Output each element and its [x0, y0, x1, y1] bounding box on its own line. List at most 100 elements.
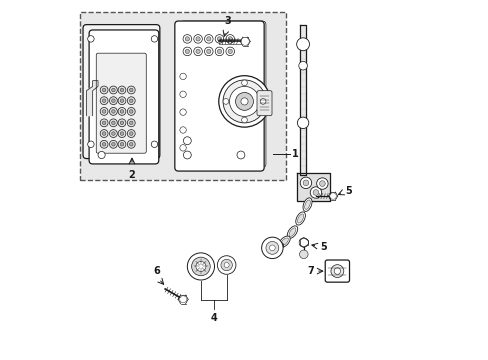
- Text: 6: 6: [153, 266, 159, 276]
- Circle shape: [196, 261, 205, 271]
- Circle shape: [120, 88, 123, 92]
- Circle shape: [151, 36, 157, 42]
- Circle shape: [111, 99, 115, 103]
- Circle shape: [127, 130, 135, 138]
- Circle shape: [109, 86, 117, 94]
- Ellipse shape: [278, 236, 289, 248]
- FancyBboxPatch shape: [257, 91, 271, 116]
- Circle shape: [127, 108, 135, 115]
- Circle shape: [206, 37, 210, 41]
- Circle shape: [120, 132, 123, 135]
- Circle shape: [102, 110, 106, 113]
- Ellipse shape: [280, 238, 288, 246]
- Circle shape: [180, 109, 186, 115]
- Text: 1: 1: [291, 149, 298, 159]
- Ellipse shape: [270, 243, 283, 253]
- Circle shape: [127, 97, 135, 105]
- Circle shape: [111, 121, 115, 125]
- Circle shape: [206, 49, 210, 54]
- Text: 5: 5: [319, 242, 326, 252]
- Circle shape: [120, 121, 123, 125]
- Circle shape: [229, 86, 259, 116]
- Circle shape: [129, 99, 133, 103]
- Circle shape: [196, 49, 200, 54]
- Circle shape: [151, 141, 157, 148]
- Circle shape: [299, 250, 307, 258]
- Ellipse shape: [272, 244, 281, 251]
- Circle shape: [111, 110, 115, 113]
- Circle shape: [225, 35, 234, 43]
- Circle shape: [127, 119, 135, 127]
- Circle shape: [180, 73, 186, 80]
- Circle shape: [102, 121, 106, 125]
- Circle shape: [127, 86, 135, 94]
- Circle shape: [215, 47, 224, 56]
- FancyBboxPatch shape: [325, 260, 349, 282]
- Circle shape: [183, 47, 191, 56]
- Circle shape: [102, 88, 106, 92]
- Ellipse shape: [304, 200, 310, 210]
- Circle shape: [296, 38, 309, 51]
- Ellipse shape: [297, 214, 303, 223]
- Circle shape: [269, 245, 275, 251]
- Text: 4: 4: [210, 313, 217, 323]
- Circle shape: [111, 88, 115, 92]
- Circle shape: [217, 49, 221, 54]
- Ellipse shape: [286, 226, 297, 238]
- Text: 5: 5: [345, 186, 351, 196]
- Circle shape: [120, 99, 123, 103]
- Circle shape: [298, 62, 307, 70]
- Circle shape: [241, 37, 249, 45]
- Text: 2: 2: [128, 170, 135, 180]
- Circle shape: [217, 37, 221, 41]
- Circle shape: [183, 151, 191, 159]
- Circle shape: [127, 140, 135, 148]
- Circle shape: [111, 132, 115, 135]
- Circle shape: [102, 99, 106, 103]
- Circle shape: [260, 99, 265, 104]
- Circle shape: [241, 117, 247, 123]
- Circle shape: [87, 141, 94, 148]
- Circle shape: [235, 93, 253, 111]
- Circle shape: [120, 110, 123, 113]
- Circle shape: [299, 238, 308, 247]
- Circle shape: [100, 130, 108, 138]
- Circle shape: [312, 190, 318, 195]
- Circle shape: [193, 35, 202, 43]
- Circle shape: [180, 145, 186, 151]
- Circle shape: [100, 119, 108, 127]
- Circle shape: [118, 86, 125, 94]
- FancyBboxPatch shape: [83, 24, 160, 158]
- FancyBboxPatch shape: [89, 30, 159, 164]
- Bar: [80, 12, 285, 180]
- Circle shape: [109, 130, 117, 138]
- Circle shape: [191, 257, 210, 276]
- Circle shape: [196, 37, 200, 41]
- Circle shape: [118, 97, 125, 105]
- Circle shape: [218, 76, 270, 127]
- Circle shape: [129, 132, 133, 135]
- Circle shape: [118, 108, 125, 115]
- Circle shape: [129, 88, 133, 92]
- Circle shape: [102, 143, 106, 146]
- Circle shape: [223, 80, 265, 123]
- Circle shape: [100, 140, 108, 148]
- FancyBboxPatch shape: [180, 21, 265, 167]
- Circle shape: [109, 119, 117, 127]
- Circle shape: [316, 178, 327, 189]
- Circle shape: [180, 91, 186, 98]
- Circle shape: [129, 121, 133, 125]
- Circle shape: [309, 187, 321, 198]
- Circle shape: [109, 108, 117, 115]
- Circle shape: [319, 181, 325, 186]
- Circle shape: [237, 151, 244, 159]
- Circle shape: [185, 37, 189, 41]
- Circle shape: [330, 265, 343, 278]
- Circle shape: [183, 137, 191, 145]
- Circle shape: [223, 99, 228, 104]
- Circle shape: [225, 47, 234, 56]
- Circle shape: [118, 140, 125, 148]
- Circle shape: [98, 152, 105, 158]
- Circle shape: [102, 132, 106, 135]
- Circle shape: [179, 296, 186, 303]
